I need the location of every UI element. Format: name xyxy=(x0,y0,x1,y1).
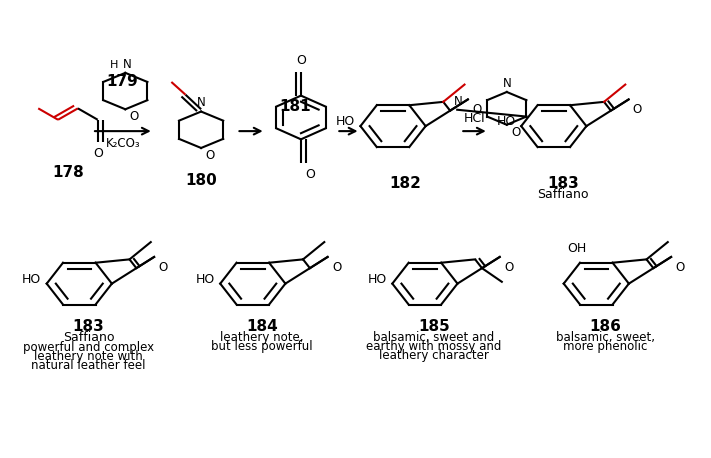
Text: O: O xyxy=(159,261,168,273)
Text: 183: 183 xyxy=(547,176,579,191)
Text: leathery note,: leathery note, xyxy=(220,331,304,344)
Text: 184: 184 xyxy=(246,319,278,334)
Text: 178: 178 xyxy=(52,164,84,180)
Text: O: O xyxy=(675,261,685,273)
Text: HO: HO xyxy=(368,273,387,286)
Text: O: O xyxy=(205,149,215,162)
Text: N: N xyxy=(503,76,511,90)
Text: more phenolic: more phenolic xyxy=(563,340,648,353)
Text: HO: HO xyxy=(196,273,215,286)
Text: balsamic, sweet,: balsamic, sweet, xyxy=(556,331,655,344)
Text: H: H xyxy=(110,60,118,70)
Text: natural leather feel: natural leather feel xyxy=(31,359,146,372)
Text: HO: HO xyxy=(22,273,41,286)
Text: O: O xyxy=(511,125,520,139)
Text: O: O xyxy=(633,103,642,116)
Text: 185: 185 xyxy=(418,319,450,334)
Text: O: O xyxy=(504,261,513,273)
Text: balsamic, sweet and: balsamic, sweet and xyxy=(373,331,495,344)
Text: O: O xyxy=(129,110,139,123)
Text: K₂CO₃: K₂CO₃ xyxy=(106,137,141,150)
Text: 181: 181 xyxy=(279,99,311,114)
Text: 180: 180 xyxy=(186,173,217,188)
Text: 179: 179 xyxy=(106,75,138,89)
Text: O: O xyxy=(305,168,315,180)
Text: earthy with mossy and: earthy with mossy and xyxy=(366,340,502,353)
Text: Saffiano: Saffiano xyxy=(538,188,589,202)
Text: Saffiano: Saffiano xyxy=(63,331,114,344)
Text: but less powerful: but less powerful xyxy=(211,340,313,353)
Text: leathery character: leathery character xyxy=(379,349,489,362)
Text: N: N xyxy=(454,95,463,108)
Text: leathery note with: leathery note with xyxy=(34,350,143,363)
Text: HCl: HCl xyxy=(464,112,486,125)
Text: 182: 182 xyxy=(389,176,421,191)
Text: O: O xyxy=(332,261,341,273)
Text: N: N xyxy=(197,96,205,109)
Text: O: O xyxy=(472,103,481,116)
Text: HO: HO xyxy=(496,115,515,128)
Text: N: N xyxy=(123,58,132,71)
Text: HO: HO xyxy=(336,115,355,128)
Text: 186: 186 xyxy=(589,319,621,334)
Text: powerful and complex: powerful and complex xyxy=(23,341,154,354)
Text: 183: 183 xyxy=(73,319,105,334)
Text: O: O xyxy=(92,147,102,160)
Text: O: O xyxy=(296,55,306,67)
Text: OH: OH xyxy=(567,241,586,255)
